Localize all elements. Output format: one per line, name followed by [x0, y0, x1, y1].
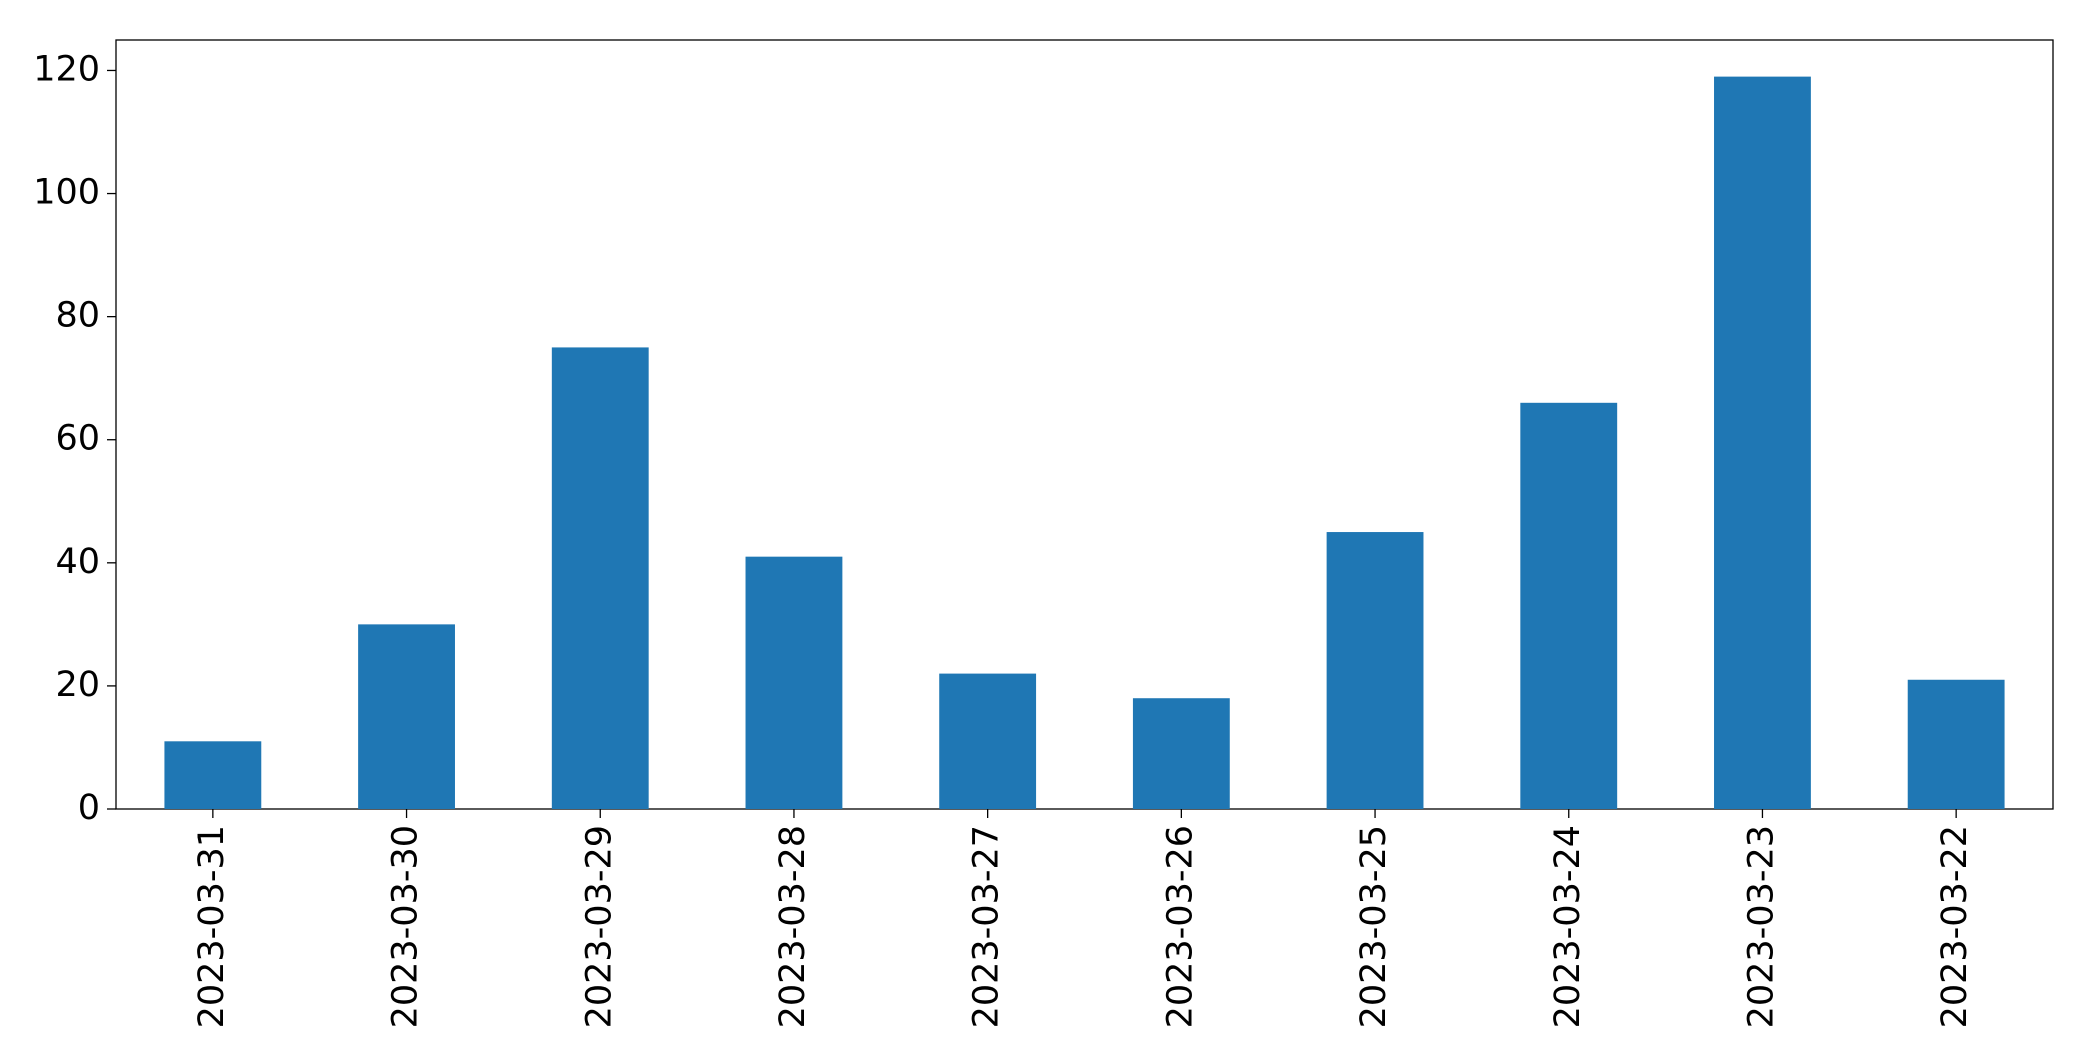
bar [551, 347, 649, 809]
bar [1132, 698, 1230, 809]
x-tick-label: 2023-03-26 [1160, 825, 1200, 1028]
bar [1714, 76, 1811, 810]
x-tick-label: 2023-03-31 [192, 825, 232, 1028]
y-tick-label: 40 [55, 542, 100, 582]
x-tick-label: 2023-03-30 [386, 825, 426, 1028]
x-tick-label: 2023-03-25 [1354, 825, 1394, 1028]
bar [1520, 402, 1618, 809]
bar [1326, 532, 1424, 809]
y-tick-label: 0 [78, 788, 100, 828]
x-tick-label: 2023-03-27 [967, 825, 1007, 1028]
bar [939, 673, 1037, 809]
x-tick-label: 2023-03-22 [1935, 825, 1975, 1028]
y-tick-label: 60 [55, 419, 100, 459]
y-tick-label: 20 [55, 665, 100, 705]
y-tick-label: 120 [33, 49, 100, 89]
bar [745, 556, 843, 809]
y-tick-label: 100 [33, 173, 100, 213]
plot-frame [115, 39, 2054, 810]
x-tick-label: 2023-03-28 [773, 825, 813, 1028]
bar [164, 741, 262, 809]
y-tick-label: 80 [55, 296, 100, 336]
x-tick-label: 2023-03-29 [579, 825, 619, 1028]
x-tick-label: 2023-03-23 [1741, 825, 1781, 1028]
x-tick-label: 2023-03-24 [1548, 825, 1588, 1028]
bar [1907, 679, 2005, 809]
bar [358, 624, 455, 809]
